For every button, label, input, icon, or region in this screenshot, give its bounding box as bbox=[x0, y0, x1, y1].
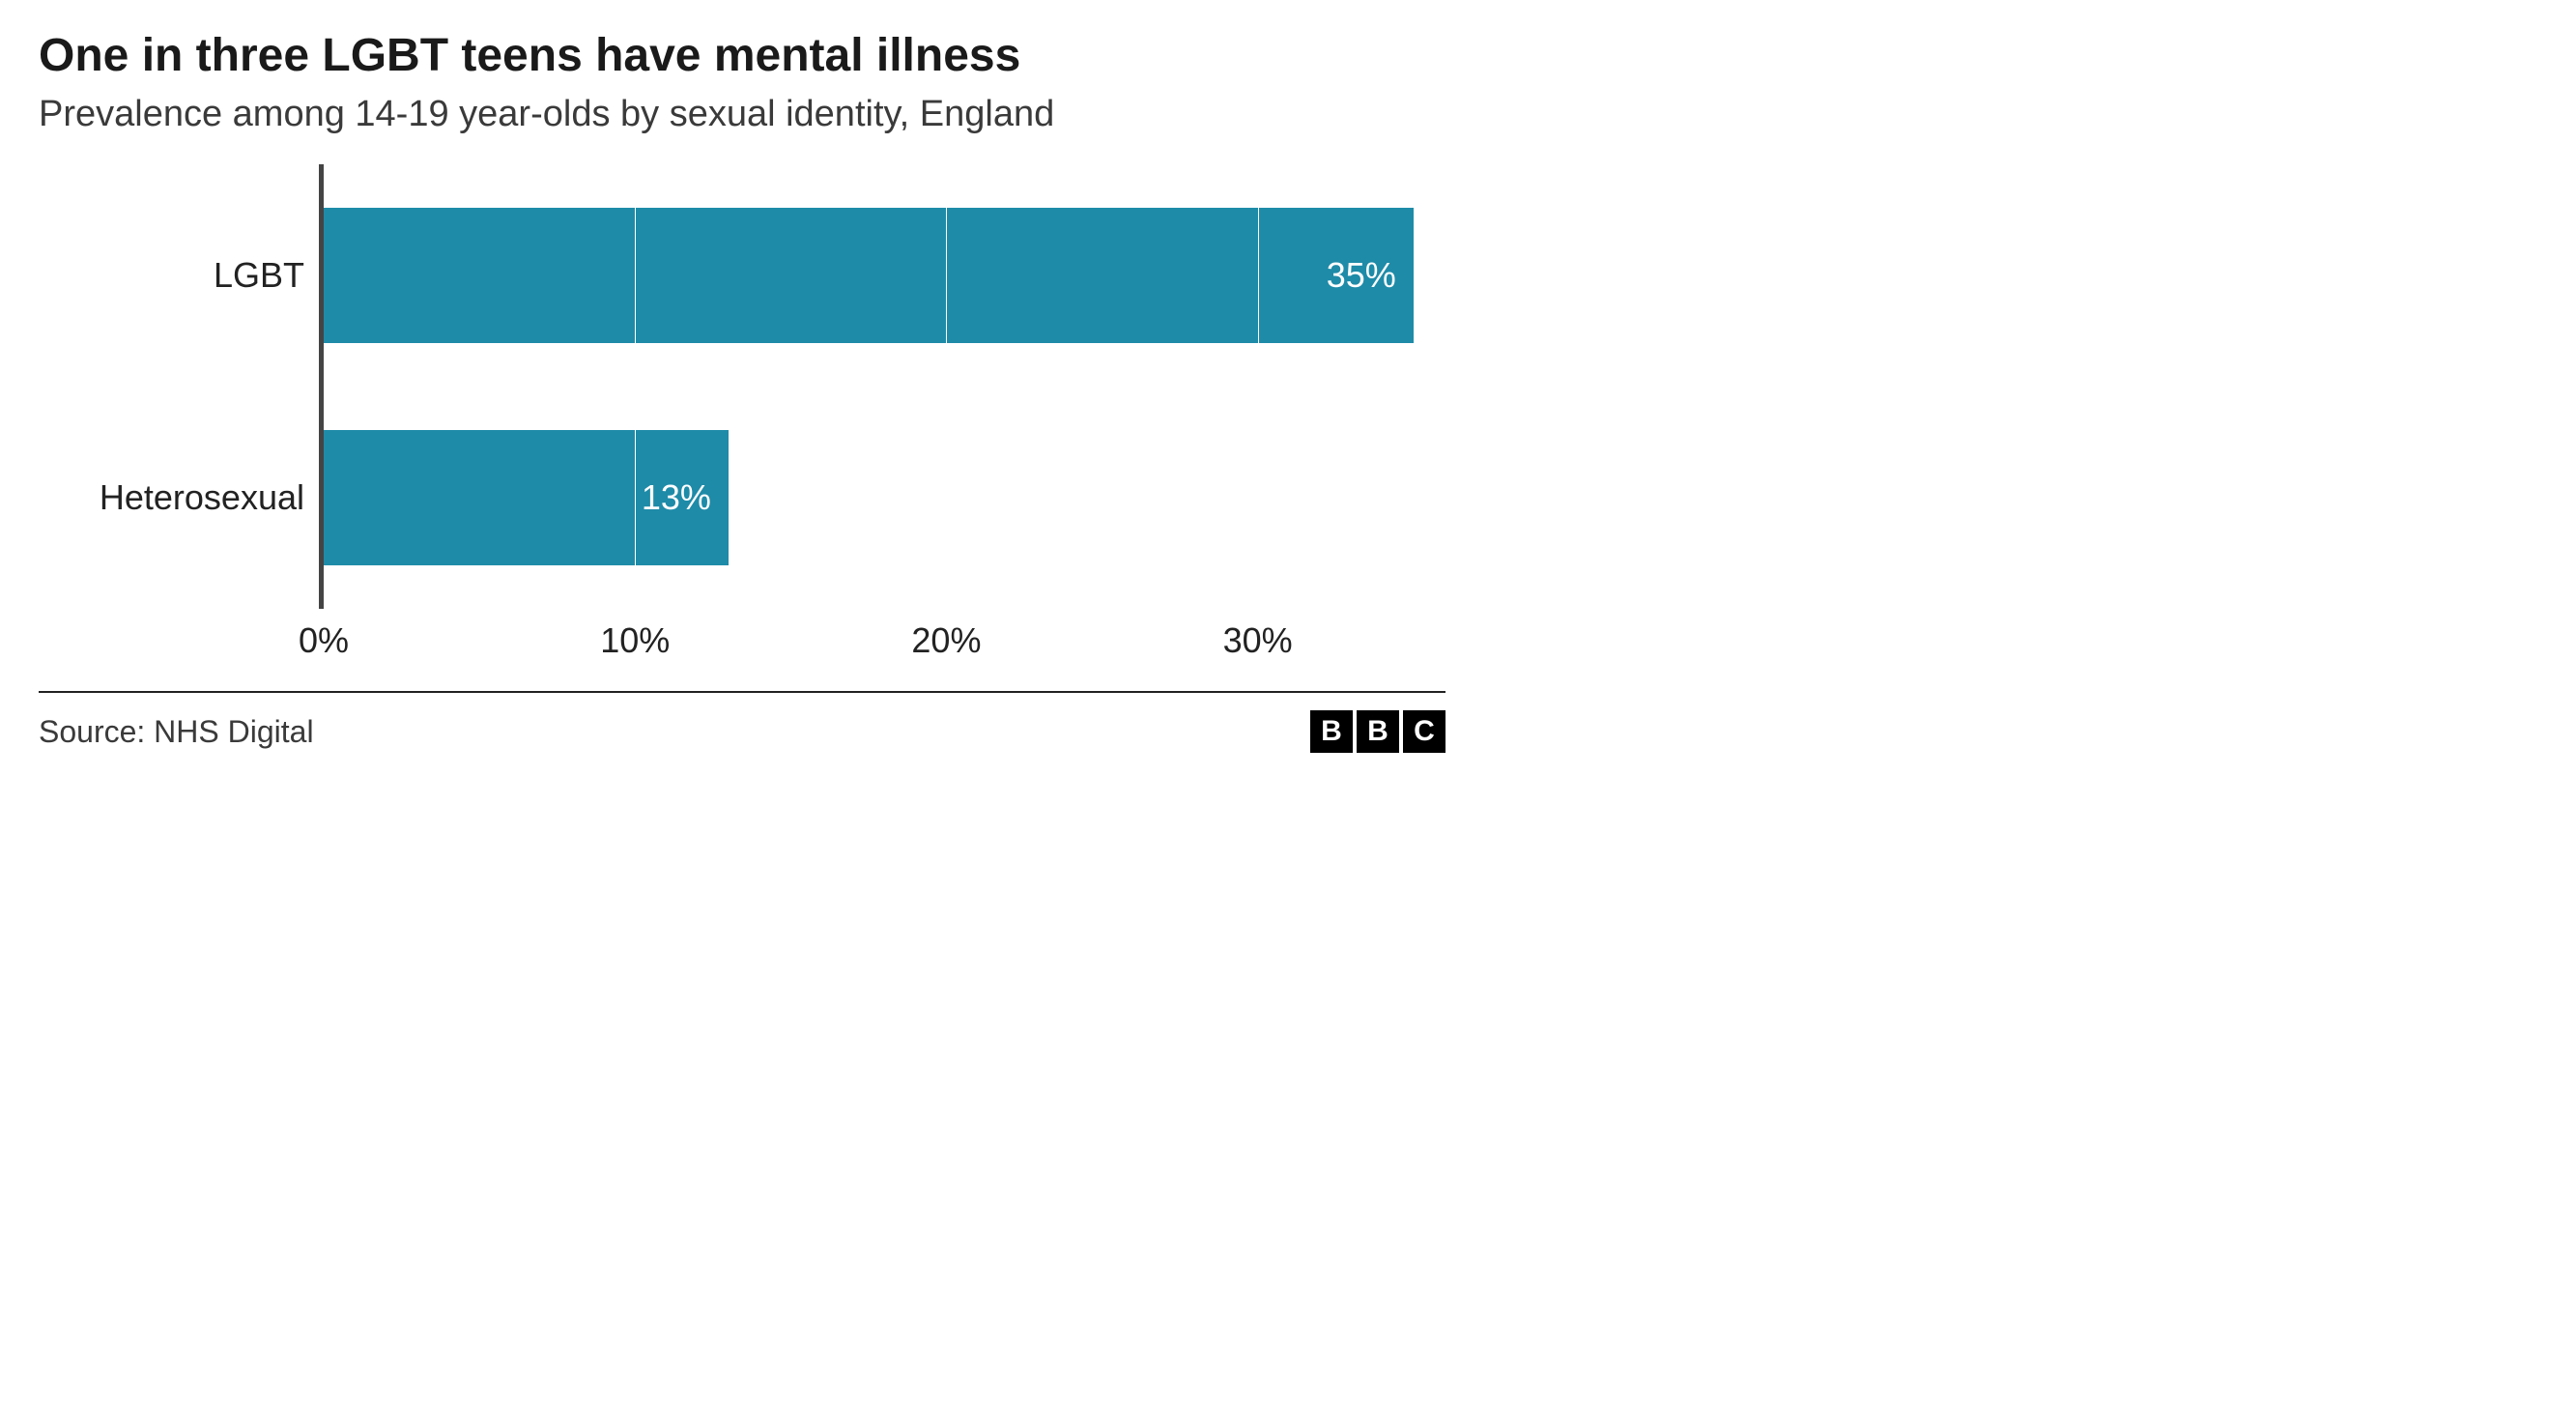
x-tick-label: 30% bbox=[1223, 620, 1293, 661]
bar-row: Heterosexual13% bbox=[324, 430, 729, 565]
chart-container: One in three LGBT teens have mental illn… bbox=[0, 0, 1484, 772]
gridline bbox=[946, 164, 947, 609]
plot-area: LGBT35%Heterosexual13% 0%10%20%30% bbox=[319, 164, 1445, 667]
x-tick-label: 0% bbox=[299, 620, 349, 661]
bar-value-label: 13% bbox=[642, 477, 711, 518]
bar-category-label: Heterosexual bbox=[43, 477, 304, 518]
bbc-logo-box: B bbox=[1310, 710, 1353, 753]
chart-footer: Source: NHS Digital BBC bbox=[39, 691, 1445, 753]
source-text: Source: NHS Digital bbox=[39, 714, 314, 750]
bar: 13% bbox=[324, 430, 729, 565]
gridline bbox=[1258, 164, 1259, 609]
x-tick-label: 20% bbox=[911, 620, 981, 661]
chart-subtitle: Prevalence among 14-19 year-olds by sexu… bbox=[39, 94, 1445, 135]
x-tick-label: 10% bbox=[600, 620, 670, 661]
chart-title: One in three LGBT teens have mental illn… bbox=[39, 29, 1445, 82]
bar-value-label: 35% bbox=[1327, 255, 1396, 296]
bbc-logo: BBC bbox=[1310, 710, 1445, 753]
bbc-logo-box: C bbox=[1403, 710, 1445, 753]
bbc-logo-box: B bbox=[1357, 710, 1399, 753]
bar: 35% bbox=[324, 208, 1414, 343]
x-axis-ticks: 0%10%20%30% bbox=[319, 609, 1407, 667]
gridline bbox=[635, 164, 636, 609]
bar-category-label: LGBT bbox=[43, 255, 304, 296]
bar-row: LGBT35% bbox=[324, 208, 1414, 343]
